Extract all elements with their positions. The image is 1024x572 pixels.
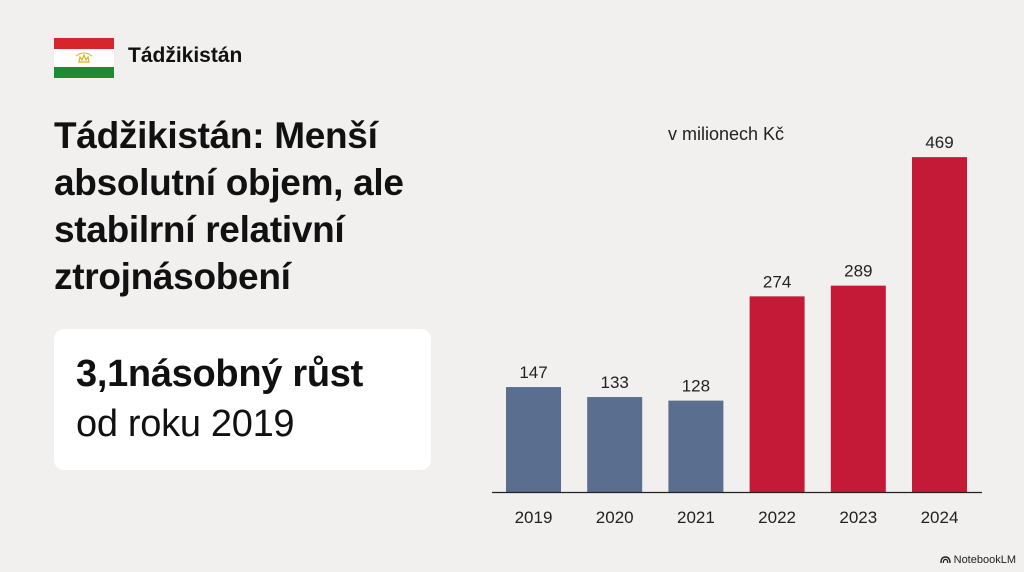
x-tick-label-2022: 2022: [758, 508, 796, 527]
data-label-2024: 469: [925, 133, 953, 152]
headline-line-2: absolutní objem, ale: [54, 162, 404, 203]
growth-highlight-caption: od roku 2019: [76, 403, 295, 445]
bar-2021: [668, 400, 724, 492]
headline-line-1: Tádžikistán: Menší: [54, 115, 378, 156]
growth-highlight-card: 3,1násobný růst od roku 2019: [54, 329, 431, 470]
data-label-2022: 274: [763, 272, 791, 291]
growth-highlight-value: 3,1násobný růst: [76, 353, 363, 395]
x-tick-label-2023: 2023: [839, 508, 877, 527]
branding-label: NotebookLM: [953, 554, 1016, 566]
chart-unit-label: v milionech Kč: [668, 124, 785, 144]
headline-line-3: stabilrní relativní: [54, 209, 345, 250]
flag-stripe-red: [54, 38, 114, 50]
bar-2019: [506, 387, 561, 492]
x-tick-label-2021: 2021: [677, 508, 715, 527]
data-label-2020: 133: [601, 373, 629, 392]
data-label-2023: 289: [844, 262, 872, 281]
crown-icon: [75, 52, 93, 63]
notebooklm-branding: NotebookLM: [939, 554, 1016, 566]
data-label-2021: 128: [682, 377, 710, 396]
bar-2020: [587, 397, 643, 492]
tajikistan-flag-icon: [54, 38, 114, 78]
flag-stripe-green: [54, 66, 114, 78]
headline-line-4: ztrojnásobení: [54, 256, 291, 297]
data-label-2019: 147: [519, 363, 547, 382]
x-tick-label-2020: 2020: [596, 508, 634, 527]
headline: Tádžikistán: Menší absolutní objem, ale …: [54, 112, 454, 300]
notebooklm-logo-icon: [939, 556, 951, 564]
x-tick-label-2019: 2019: [515, 508, 553, 527]
bar-2023: [830, 285, 886, 492]
flag-stripe-white: [54, 49, 114, 67]
x-tick-label-2024: 2024: [921, 508, 959, 527]
country-label: Tádžikistán: [128, 44, 243, 67]
bar-2022: [749, 296, 805, 492]
bar-2024: [912, 157, 967, 492]
